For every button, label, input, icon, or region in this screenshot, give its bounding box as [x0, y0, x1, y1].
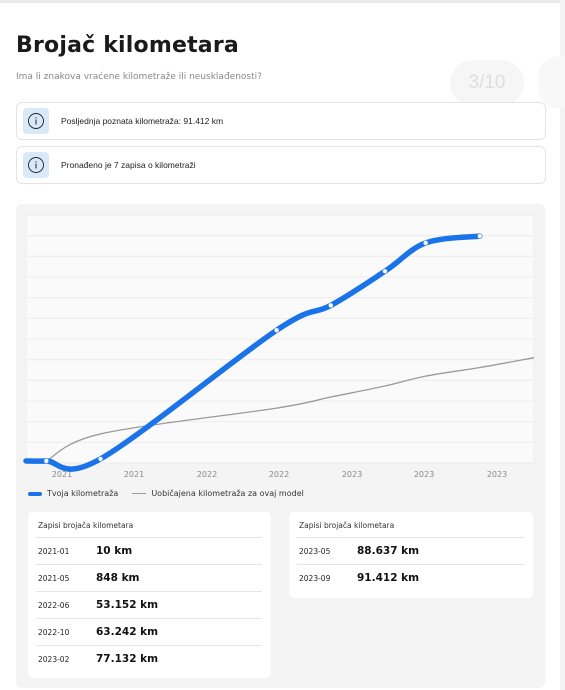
table-row: 2022-10 63.242 km: [38, 619, 158, 645]
table-row: 2023-09 91.412 km: [299, 565, 419, 591]
data-point[interactable]: [328, 303, 334, 308]
row-divider: [297, 564, 525, 565]
info-circle-icon: [23, 108, 49, 134]
record-date: 2022-06: [38, 600, 70, 610]
series-line-mileage: [23, 233, 483, 472]
record-km: 88.637 km: [357, 545, 420, 557]
table-row: 2021-05 848 km: [38, 565, 140, 591]
odometer-records-table-right: Zapisi brojača kilometara 2023-05 88.637 …: [289, 512, 533, 598]
info-card-text: Pronađeno je 7 zapisa o kilometraži: [61, 160, 196, 170]
x-tick-label: 2021: [124, 470, 144, 479]
row-divider: [36, 618, 262, 619]
chart-legend: Tvoja kilometraža Uobičajena kilometraža…: [28, 489, 304, 498]
x-tick-label: 2022: [269, 470, 289, 479]
record-km: 848 km: [96, 572, 140, 584]
table-row: 2022-06 53.152 km: [38, 592, 158, 618]
info-circle-icon: [23, 152, 49, 178]
table-row: 2023-02 77.132 km: [38, 646, 158, 672]
header-divider: [297, 537, 525, 538]
info-card-text: Posljednja poznata kilometraža: 91.412 k…: [61, 116, 224, 126]
record-date: 2022-10: [38, 627, 70, 637]
table-row: 2023-05 88.637 km: [299, 538, 419, 564]
record-date: 2023-05: [299, 546, 331, 556]
record-date: 2021-01: [38, 546, 70, 556]
legend-swatch-mileage: [28, 491, 42, 496]
top-divider: [0, 0, 565, 3]
record-km: 91.412 km: [357, 572, 420, 584]
x-tick-label: 2023: [342, 470, 362, 479]
row-divider: [36, 591, 262, 592]
series-line-typical: [46, 357, 535, 462]
x-tick-label: 2023: [414, 470, 434, 479]
record-km: 10 km: [96, 545, 133, 557]
record-km: 77.132 km: [96, 653, 159, 665]
record-date: 2021-05: [38, 573, 70, 583]
header-divider: [36, 537, 262, 538]
record-km: 63.242 km: [96, 626, 159, 638]
legend-label-typical: Uobičajena kilometraža za ovaj model: [151, 489, 304, 498]
next-step-bubble: [538, 56, 565, 108]
data-point[interactable]: [477, 233, 483, 239]
scrollbar-track[interactable]: [560, 0, 565, 690]
x-tick-label: 2021: [52, 470, 72, 479]
info-card-last-mileage: Posljednja poznata kilometraža: 91.412 k…: [16, 102, 546, 140]
record-date: 2023-09: [299, 573, 331, 583]
record-date: 2023-02: [38, 654, 70, 664]
page-subtitle: Ima li znakova vraćene kilometraže ili n…: [16, 72, 262, 82]
page-title: Brojač kilometara: [16, 33, 239, 58]
legend-label-mileage: Tvoja kilometraža: [47, 489, 119, 498]
table-header: Zapisi brojača kilometara: [299, 521, 395, 530]
table-row: 2021-01 10 km: [38, 538, 132, 564]
data-point[interactable]: [382, 268, 388, 274]
row-divider: [36, 645, 262, 646]
table-header: Zapisi brojača kilometara: [38, 521, 134, 530]
odometer-records-table-left: Zapisi brojača kilometara 2021-01 10 km 2…: [28, 512, 271, 678]
legend-swatch-typical: [132, 492, 147, 495]
x-tick-label: 2022: [197, 470, 217, 479]
data-point[interactable]: [44, 458, 49, 464]
step-indicator: 3/10: [450, 60, 524, 106]
data-point[interactable]: [274, 327, 279, 333]
x-tick-label: 2023: [487, 470, 507, 479]
data-point[interactable]: [98, 456, 103, 462]
row-divider: [36, 564, 262, 565]
data-point[interactable]: [423, 240, 428, 246]
info-card-record-count: Pronađeno je 7 zapisa o kilometraži: [16, 146, 546, 184]
record-km: 53.152 km: [96, 599, 159, 611]
